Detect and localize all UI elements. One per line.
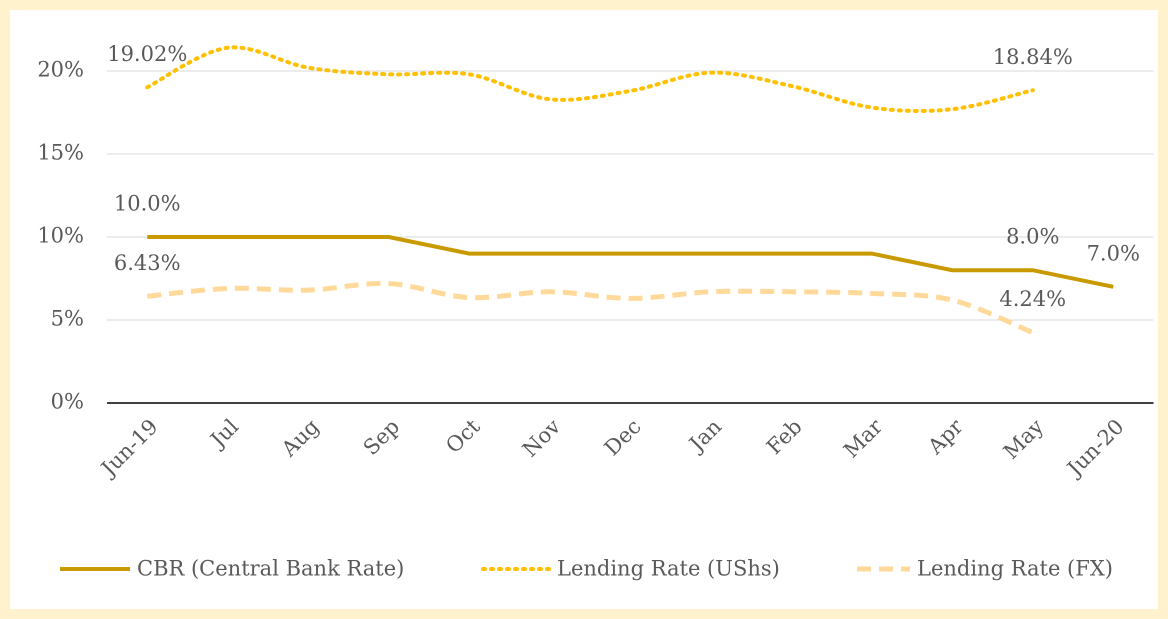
data-label: 4.24% [999, 287, 1066, 311]
chart-area [10, 10, 1158, 609]
data-label: 10.0% [114, 192, 181, 216]
data-label: 18.84% [993, 45, 1073, 69]
series-line [147, 280, 1034, 335]
data-label: 19.02% [107, 42, 187, 66]
y-tick-label: 0% [51, 390, 84, 414]
series-line [145, 45, 1035, 113]
y-tick-label: 20% [37, 58, 84, 82]
legend-label: CBR (Central Bank Rate) [137, 557, 404, 581]
y-tick-label: 5% [51, 307, 84, 331]
y-tick-label: 10% [37, 224, 84, 248]
legend-label: Lending Rate (UShs) [557, 557, 780, 581]
legend-label: Lending Rate (FX) [917, 557, 1113, 581]
data-label: 6.43% [114, 251, 181, 275]
data-label: 8.0% [1006, 225, 1059, 249]
y-tick-label: 15% [37, 141, 84, 165]
data-label: 7.0% [1087, 241, 1140, 265]
series-line [147, 235, 1114, 289]
